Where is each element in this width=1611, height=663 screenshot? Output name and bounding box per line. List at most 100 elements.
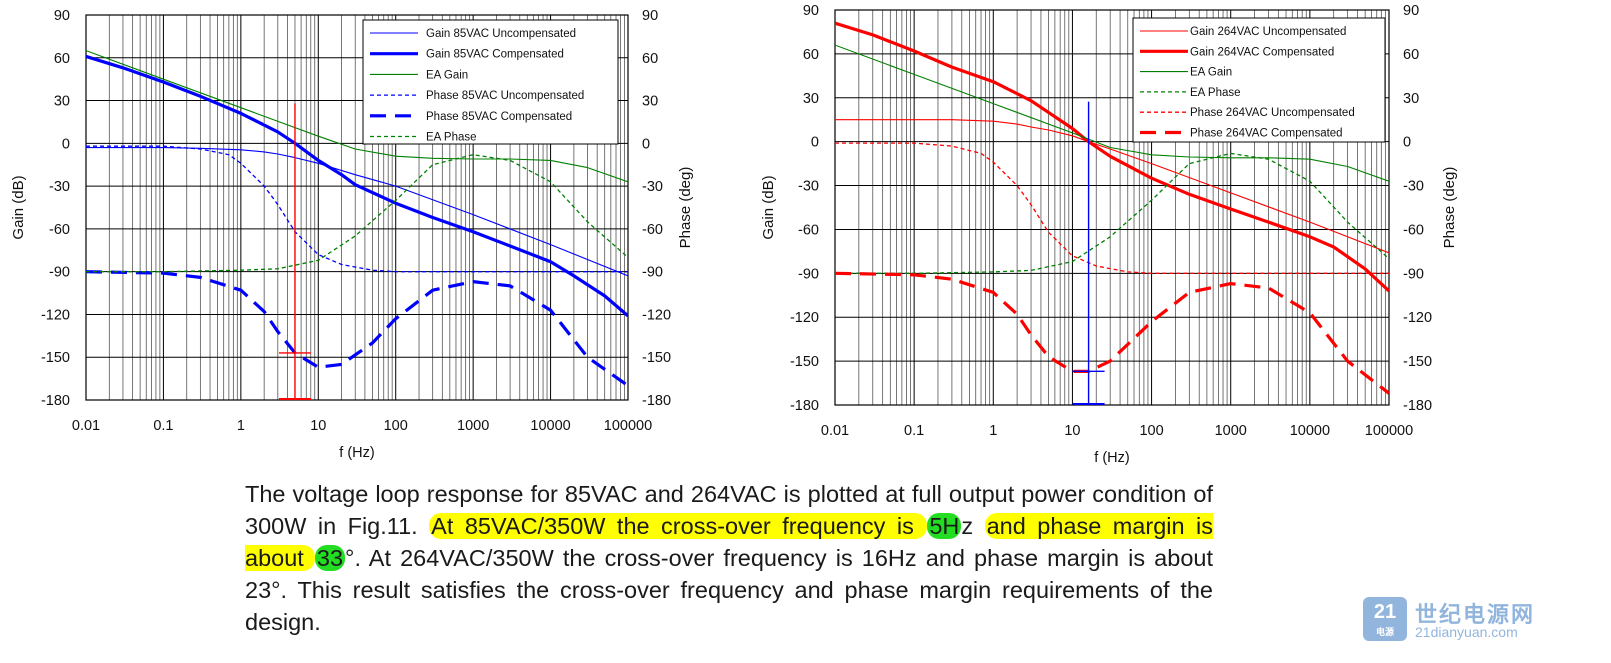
series-ea-gain bbox=[86, 50, 628, 183]
y2-tick-label: 30 bbox=[642, 94, 658, 110]
series-phase-264vac-uncompensated bbox=[835, 142, 1389, 274]
series-phase-85vac-compensated bbox=[86, 270, 628, 388]
x-tick-label: 0.1 bbox=[153, 418, 173, 434]
highlight-crossover-85vac: At 85VAC/350W the cross-over frequency i… bbox=[429, 513, 928, 539]
legend-label: Gain 85VAC Compensated bbox=[426, 49, 564, 61]
x-tick-label: 0.01 bbox=[821, 423, 849, 439]
y2-tick-label: 90 bbox=[642, 8, 658, 24]
series-ea-phase bbox=[86, 154, 628, 273]
legend: Gain 264VAC Uncompensated Gain 264VAC Com… bbox=[1132, 17, 1386, 143]
x-axis-label: f (Hz) bbox=[1094, 450, 1129, 466]
y-tick-label: 90 bbox=[803, 3, 819, 19]
y2-tick-label: 0 bbox=[1403, 135, 1411, 151]
legend-box bbox=[362, 19, 619, 145]
legend-label: Phase 264VAC Uncompensated bbox=[1190, 107, 1355, 119]
plot-frame bbox=[834, 9, 1390, 406]
y-axis-label: Gain (dB) bbox=[760, 175, 777, 239]
watermark-logo: 21 电源 世纪电源网 21dianyuan.com bbox=[1363, 597, 1603, 641]
legend-label: Gain 264VAC Compensated bbox=[1190, 46, 1334, 58]
y2-tick-label: -180 bbox=[1403, 398, 1432, 414]
y2-tick-label: -150 bbox=[642, 350, 671, 366]
y2-tick-label: -120 bbox=[642, 307, 671, 323]
x-tick-label: 10000 bbox=[530, 418, 570, 434]
y-axis-label: Gain (dB) bbox=[10, 175, 27, 239]
bode-plots-figure: 90 60 30 0 -30 -60 -90 -120 -150 -180 90 60 30 0 -30 -6… bbox=[10, 3, 1458, 466]
series-gain-264vac-compensated bbox=[835, 21, 1389, 293]
chart-bode-85vac: 90 60 30 0 -30 -60 -90 -120 -150 -180 90 60 30 0 -30 -6… bbox=[10, 8, 694, 461]
legend-label: Gain 85VAC Uncompensated bbox=[426, 28, 576, 40]
y2-tick-label: -60 bbox=[642, 222, 663, 238]
plot-frame bbox=[85, 14, 629, 401]
x-tick-label: 0.01 bbox=[72, 418, 100, 434]
x-tick-label: 10000 bbox=[1290, 423, 1330, 439]
legend-box bbox=[1132, 17, 1386, 143]
x-tick-label: 1000 bbox=[457, 418, 489, 434]
highlight-33: 33 bbox=[314, 545, 346, 571]
legend: Gain 85VAC Uncompensated Gain 85VAC Compe… bbox=[362, 19, 619, 145]
y-tick-label: -180 bbox=[41, 393, 70, 409]
legend-label: Phase 85VAC Compensated bbox=[426, 111, 572, 123]
y-tick-label: -30 bbox=[49, 179, 70, 195]
y2-tick-label: -180 bbox=[642, 393, 671, 409]
y2-tick-label: -150 bbox=[1403, 354, 1432, 370]
x-tick-label: 100 bbox=[384, 418, 408, 434]
highlight-5hz: 5H bbox=[927, 513, 962, 539]
y-tick-label: 0 bbox=[811, 135, 819, 151]
legend-label: Phase 85VAC Uncompensated bbox=[426, 90, 584, 102]
y2-tick-label: -30 bbox=[642, 179, 663, 195]
y-tick-label: -120 bbox=[790, 310, 819, 326]
x-tick-label: 1 bbox=[989, 423, 997, 439]
paragraph-hz-suffix: z bbox=[961, 513, 974, 539]
legend-label: EA Gain bbox=[1190, 67, 1232, 79]
series-ea-phase bbox=[835, 152, 1389, 274]
y-tick-label: -90 bbox=[49, 265, 70, 281]
logo-name: 世纪电源网 bbox=[1415, 603, 1536, 628]
y2-tick-label: 60 bbox=[642, 51, 658, 67]
x-tick-label: 1000 bbox=[1215, 423, 1247, 439]
y-tick-label: 0 bbox=[62, 136, 70, 152]
y-tick-label: -150 bbox=[790, 354, 819, 370]
x-tick-label: 10 bbox=[310, 418, 326, 434]
caption-paragraph: The voltage loop response for 85VAC and … bbox=[245, 478, 1213, 638]
x-tick-label: 100000 bbox=[1365, 423, 1413, 439]
x-tick-label: 0.1 bbox=[904, 423, 924, 439]
legend-label: Gain 264VAC Uncompensated bbox=[1190, 26, 1346, 38]
y-tick-label: -180 bbox=[790, 398, 819, 414]
y-tick-label: 90 bbox=[54, 8, 70, 24]
paragraph-sentence-1: The voltage loop response for 85VAC and … bbox=[245, 481, 1213, 539]
y-tick-label: -120 bbox=[41, 307, 70, 323]
series-phase-85vac-uncompensated bbox=[86, 145, 628, 273]
y-tick-label: 60 bbox=[803, 47, 819, 63]
y-tick-label: 60 bbox=[54, 51, 70, 67]
y2-axis-label: Phase (deg) bbox=[677, 167, 694, 249]
legend-label: Phase 264VAC Compensated bbox=[1190, 128, 1343, 140]
y2-tick-label: 0 bbox=[642, 136, 650, 152]
legend-label: EA Phase bbox=[426, 132, 477, 144]
y-tick-label: -60 bbox=[798, 222, 819, 238]
y2-tick-label: 30 bbox=[1403, 91, 1419, 107]
y-tick-label: 30 bbox=[54, 94, 70, 110]
y2-tick-label: -30 bbox=[1403, 179, 1424, 195]
x-tick-label: 100000 bbox=[604, 418, 652, 434]
x-axis-label: f (Hz) bbox=[339, 445, 374, 461]
series-gain-85vac-compensated bbox=[86, 54, 628, 318]
x-tick-label: 10 bbox=[1064, 423, 1080, 439]
y-tick-label: -150 bbox=[41, 350, 70, 366]
y2-tick-label: -90 bbox=[1403, 266, 1424, 282]
y2-tick-label: 60 bbox=[1403, 47, 1419, 63]
logo-badge-icon: 21 电源 bbox=[1363, 597, 1407, 641]
x-tick-label: 100 bbox=[1139, 423, 1163, 439]
series-gain-264vac-uncompensated bbox=[835, 119, 1389, 254]
y2-tick-label: -120 bbox=[1403, 310, 1432, 326]
logo-url: 21dianyuan.com bbox=[1415, 624, 1518, 640]
legend-label: EA Gain bbox=[426, 69, 468, 81]
y2-tick-label: -90 bbox=[642, 265, 663, 281]
legend-label: EA Phase bbox=[1190, 87, 1241, 99]
y2-axis-label: Phase (deg) bbox=[1441, 167, 1458, 249]
paragraph-sentence-rest: °. At 264VAC/350W the cross-over frequen… bbox=[245, 545, 1213, 635]
y-tick-label: -30 bbox=[798, 179, 819, 195]
chart-bode-264vac: 90 60 30 0 -30 -60 -90 -120 -150 -180 90 60 30 0 -30 -6… bbox=[760, 3, 1458, 466]
y-tick-label: 30 bbox=[803, 91, 819, 107]
series-ea-gain bbox=[835, 44, 1389, 182]
x-tick-label: 1 bbox=[237, 418, 245, 434]
